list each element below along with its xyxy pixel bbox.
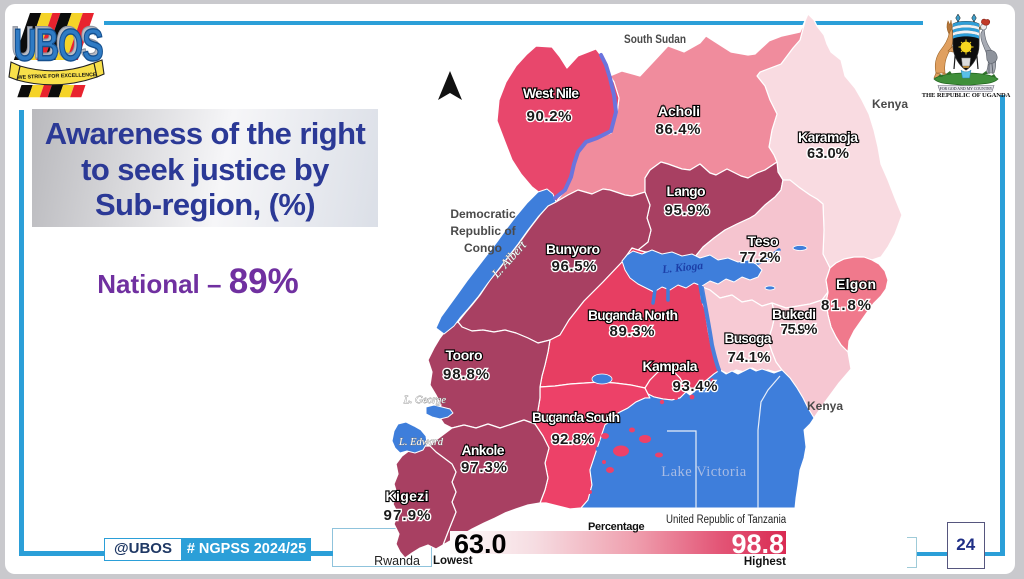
svg-text:WE STRIVE FOR EXCELLENCE: WE STRIVE FOR EXCELLENCE [17, 72, 96, 81]
svg-text:74.1%: 74.1% [728, 349, 771, 366]
svg-text:90.2%: 90.2% [527, 108, 572, 125]
svg-text:Kenya: Kenya [872, 97, 908, 111]
svg-text:Acholi: Acholi [658, 103, 700, 119]
svg-text:Karamoja: Karamoja [798, 129, 858, 145]
svg-text:Rwanda: Rwanda [374, 554, 420, 568]
svg-text:Democratic: Democratic [450, 207, 516, 221]
svg-text:98.8%: 98.8% [443, 366, 489, 383]
svg-text:South Sudan: South Sudan [624, 32, 686, 46]
svg-text:Teso: Teso [748, 233, 779, 249]
svg-text:Republic of: Republic of [450, 224, 516, 238]
svg-text:77.2%: 77.2% [740, 249, 781, 266]
svg-text:63.0%: 63.0% [807, 145, 849, 162]
svg-text:Tooro: Tooro [446, 347, 483, 363]
svg-text:93.4%: 93.4% [673, 378, 718, 395]
svg-text:75.9%: 75.9% [781, 321, 818, 338]
svg-text:86.4%: 86.4% [656, 121, 701, 138]
svg-text:Lake Victoria: Lake Victoria [661, 464, 747, 480]
svg-text:Kenya: Kenya [807, 399, 843, 413]
svg-text:UBOS: UBOS [11, 19, 100, 69]
svg-text:FOR GOD AND MY COUNTRY: FOR GOD AND MY COUNTRY [940, 87, 993, 91]
svg-text:97.3%: 97.3% [461, 459, 507, 476]
svg-text:Kampala: Kampala [643, 358, 698, 374]
svg-text:97.9%: 97.9% [384, 507, 431, 524]
svg-text:Bunyoro: Bunyoro [546, 241, 600, 257]
svg-text:89.3%: 89.3% [610, 323, 655, 340]
svg-text:UBOS: UBOS [14, 21, 103, 71]
svg-text:Lango: Lango [667, 183, 706, 199]
svg-text:Kigezi: Kigezi [386, 488, 429, 504]
svg-text:West Nile: West Nile [523, 85, 579, 101]
svg-text:Buganda North: Buganda North [588, 307, 678, 323]
svg-text:Congo: Congo [464, 241, 502, 255]
svg-text:L. Kioga: L. Kioga [661, 260, 704, 276]
svg-text:L. Edward: L. Edward [398, 437, 444, 448]
svg-text:Ankole: Ankole [462, 442, 505, 458]
svg-text:THE REPUBLIC OF UGANDA: THE REPUBLIC OF UGANDA [922, 92, 1011, 99]
svg-text:Buganda South: Buganda South [532, 409, 620, 425]
svg-text:Bukedi: Bukedi [772, 306, 816, 322]
svg-text:95.9%: 95.9% [665, 202, 710, 219]
svg-text:Elgon: Elgon [836, 276, 876, 292]
svg-text:Busoga: Busoga [725, 330, 772, 346]
svg-text:92.8%: 92.8% [552, 431, 595, 448]
svg-text:96.5%: 96.5% [552, 258, 597, 275]
svg-text:L. George: L. George [403, 395, 447, 406]
